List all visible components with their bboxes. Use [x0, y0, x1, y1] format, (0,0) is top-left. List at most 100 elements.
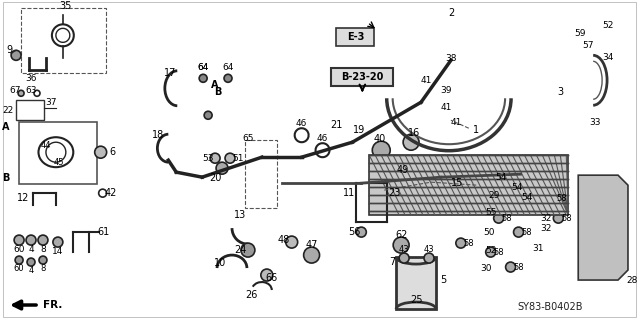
- Text: 44: 44: [41, 141, 51, 150]
- Circle shape: [372, 141, 390, 159]
- Text: 62: 62: [395, 230, 407, 240]
- Text: 39: 39: [440, 86, 452, 95]
- Circle shape: [392, 157, 406, 171]
- Circle shape: [38, 235, 48, 245]
- Text: 43: 43: [399, 245, 410, 254]
- Text: B: B: [3, 173, 10, 183]
- Bar: [332, 68, 393, 86]
- Text: 41: 41: [440, 103, 452, 112]
- Text: 43: 43: [424, 245, 435, 254]
- Text: E-3: E-3: [347, 32, 364, 42]
- Text: 56: 56: [348, 227, 360, 237]
- Text: 67: 67: [10, 86, 21, 95]
- Circle shape: [53, 237, 63, 247]
- Text: 31: 31: [532, 244, 544, 253]
- FancyArrowPatch shape: [14, 301, 36, 309]
- Text: 34: 34: [602, 53, 614, 62]
- Bar: [245, 140, 276, 208]
- Text: 55: 55: [485, 208, 497, 217]
- Text: 58: 58: [556, 194, 566, 203]
- Text: 18: 18: [152, 130, 164, 140]
- Text: 25: 25: [410, 295, 422, 305]
- Text: B-23-20: B-23-20: [341, 72, 383, 82]
- Text: 9: 9: [6, 45, 12, 55]
- Text: 6: 6: [109, 147, 116, 157]
- Circle shape: [216, 162, 228, 174]
- Circle shape: [456, 238, 466, 248]
- Circle shape: [224, 74, 232, 82]
- Bar: [19, 122, 97, 184]
- Circle shape: [199, 74, 207, 82]
- Circle shape: [599, 216, 607, 224]
- Text: 38: 38: [445, 54, 456, 63]
- Text: 32: 32: [541, 224, 552, 233]
- Text: 58: 58: [521, 227, 532, 237]
- Text: 4: 4: [28, 245, 34, 254]
- Bar: [337, 28, 374, 46]
- Circle shape: [599, 201, 607, 209]
- Text: 54: 54: [511, 183, 522, 192]
- Text: 41: 41: [450, 118, 461, 127]
- Circle shape: [506, 262, 516, 272]
- Text: 5: 5: [440, 275, 446, 285]
- Text: 1: 1: [473, 125, 479, 135]
- Text: 58: 58: [501, 214, 512, 223]
- Text: 65: 65: [242, 134, 253, 143]
- Text: 14: 14: [52, 247, 63, 256]
- Text: 41: 41: [420, 76, 432, 85]
- Text: 54: 54: [521, 193, 532, 202]
- Circle shape: [599, 186, 607, 194]
- Text: 52: 52: [602, 21, 614, 30]
- Text: 8: 8: [40, 245, 46, 254]
- Circle shape: [403, 134, 419, 150]
- Text: 59: 59: [575, 29, 586, 38]
- Text: 64: 64: [198, 63, 209, 72]
- Text: 64: 64: [222, 63, 234, 72]
- Circle shape: [356, 227, 366, 237]
- Text: 7: 7: [389, 257, 396, 267]
- Text: 11: 11: [343, 188, 356, 198]
- Text: 8: 8: [40, 263, 45, 272]
- Text: 17: 17: [164, 68, 177, 78]
- Circle shape: [548, 193, 558, 203]
- Circle shape: [15, 256, 23, 264]
- Circle shape: [95, 146, 107, 158]
- Text: 15: 15: [451, 178, 463, 188]
- Text: 30: 30: [480, 263, 492, 272]
- Text: 16: 16: [408, 128, 420, 138]
- Text: 21: 21: [330, 120, 342, 130]
- Polygon shape: [578, 175, 628, 280]
- Text: 24: 24: [234, 245, 246, 255]
- Circle shape: [424, 253, 434, 263]
- Text: 47: 47: [305, 240, 318, 250]
- Text: 54: 54: [495, 173, 506, 182]
- Text: 23: 23: [388, 188, 401, 198]
- Circle shape: [486, 247, 495, 257]
- Text: 3: 3: [557, 87, 563, 97]
- Text: 58: 58: [463, 239, 474, 248]
- Text: 46: 46: [317, 134, 328, 143]
- Text: FR.: FR.: [43, 300, 62, 310]
- Circle shape: [493, 213, 504, 223]
- Text: 26: 26: [246, 290, 258, 300]
- Text: 58: 58: [493, 248, 504, 256]
- Bar: [16, 100, 44, 120]
- Text: 36: 36: [25, 74, 36, 83]
- Text: A: A: [3, 122, 10, 132]
- Text: 2: 2: [448, 8, 454, 19]
- Text: 4: 4: [28, 265, 34, 275]
- Text: 13: 13: [234, 210, 246, 220]
- Text: 58: 58: [513, 263, 524, 271]
- Polygon shape: [369, 155, 568, 215]
- Text: 45: 45: [54, 158, 64, 167]
- Text: 33: 33: [589, 118, 601, 127]
- Text: 60: 60: [14, 263, 24, 272]
- Text: 35: 35: [60, 1, 72, 11]
- Circle shape: [241, 243, 255, 257]
- Circle shape: [39, 256, 47, 264]
- Text: 57: 57: [582, 41, 594, 50]
- Circle shape: [26, 235, 36, 245]
- Text: 63: 63: [25, 86, 36, 95]
- Text: A: A: [211, 80, 219, 90]
- Text: 20: 20: [209, 173, 221, 183]
